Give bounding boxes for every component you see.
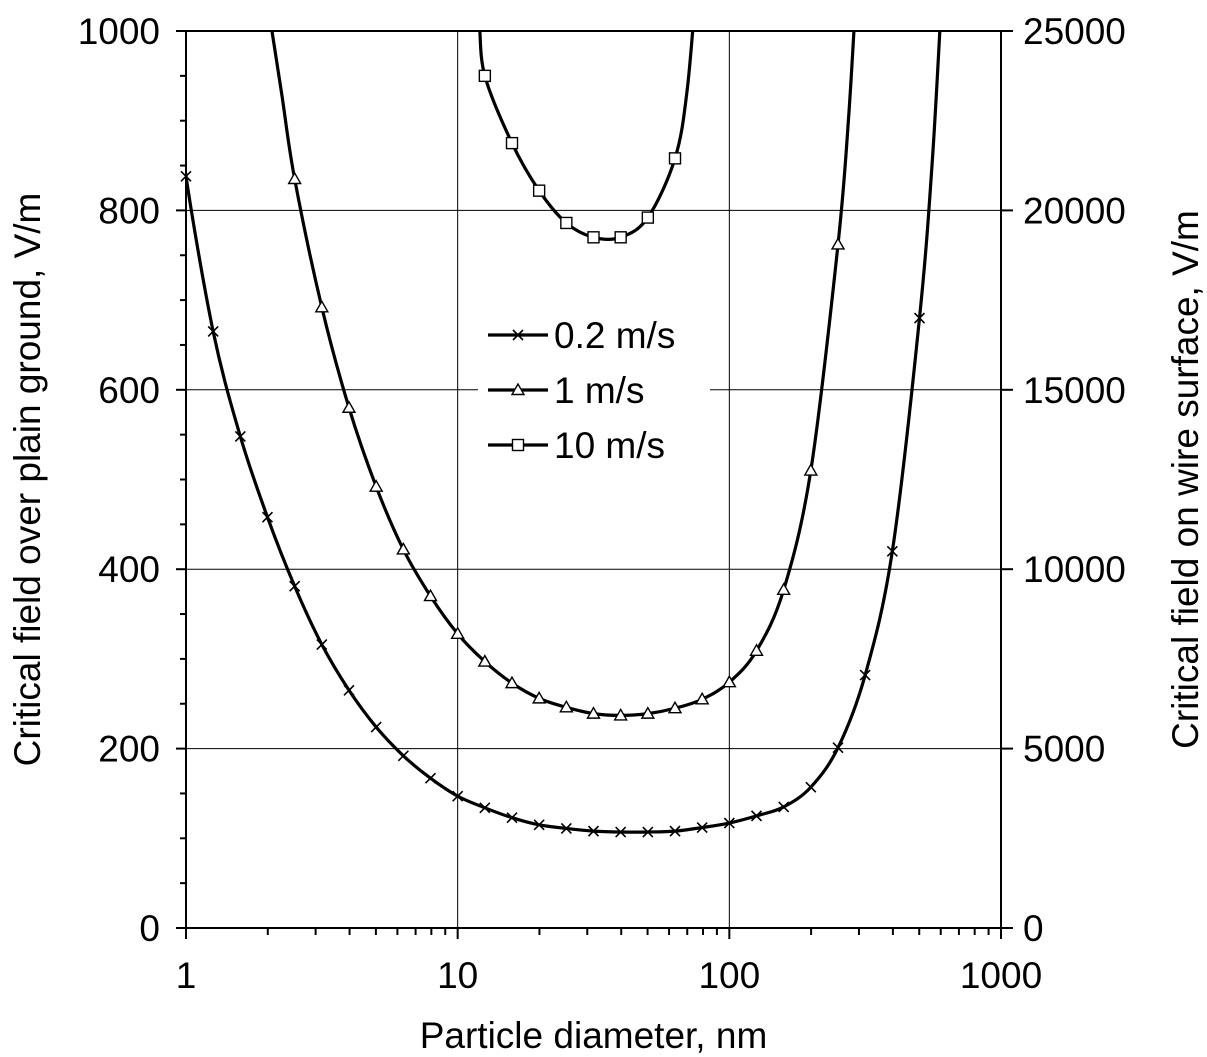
x-tick-label: 1000 <box>960 955 1042 996</box>
y-right-tick-label: 15000 <box>1023 370 1126 411</box>
series-2-point <box>287 171 302 185</box>
series-2-point <box>477 654 493 667</box>
series-2-point <box>559 699 574 713</box>
legend-label-3: 10 m/s <box>554 425 665 466</box>
legend-label-1: 0.2 m/s <box>554 315 675 356</box>
series-1-point <box>234 430 246 443</box>
series-1-point <box>778 801 790 813</box>
series-1-point <box>832 742 844 754</box>
series-line-1 <box>186 31 942 834</box>
series-1-point <box>696 821 708 834</box>
legend: 0.2 m/s 1 m/s 10 m/s <box>478 305 710 475</box>
series-2-point <box>396 542 411 555</box>
y-right-tick-label: 5000 <box>1023 729 1105 770</box>
series-2-point <box>830 237 846 250</box>
series-2-point <box>368 479 384 492</box>
series-3-point <box>505 136 519 150</box>
series-1-point <box>261 511 274 523</box>
markers <box>180 69 926 838</box>
series-2-point <box>450 626 465 639</box>
series-3-point <box>478 69 492 83</box>
legend-marker-3 <box>511 438 525 452</box>
series-1-point <box>316 638 328 651</box>
series-1-point <box>343 684 355 696</box>
series-2-point <box>314 299 330 313</box>
series-1-point <box>506 812 518 824</box>
series-1-point <box>533 819 545 831</box>
series-1-point <box>587 825 600 837</box>
series-3-point <box>614 231 627 244</box>
y-right-tick-label: 0 <box>1023 908 1044 949</box>
series-1-point <box>913 312 926 324</box>
series-3-point <box>641 211 655 224</box>
series-2-point <box>803 463 819 476</box>
series-1-point <box>370 721 382 733</box>
series-1-point <box>615 826 627 838</box>
series-2-point <box>341 400 357 413</box>
series-1-point <box>289 580 301 592</box>
y-tick-label: 600 <box>98 370 160 411</box>
y-right-tick-label: 10000 <box>1023 549 1126 590</box>
series-1-point <box>859 669 871 681</box>
legend-label-2: 1 m/s <box>554 370 644 411</box>
series-2-point <box>776 582 791 596</box>
y-right-axis-title: Critical field on wire surface, V/m <box>1165 210 1206 749</box>
x-tick-label: 10 <box>437 955 478 996</box>
legend-marker-2 <box>510 382 526 396</box>
ticks <box>176 30 1013 939</box>
series-2-point <box>722 674 737 688</box>
series-2-point <box>531 690 547 704</box>
series-1-point <box>424 772 437 784</box>
series-2-point <box>423 588 438 602</box>
y-tick-label: 1000 <box>78 11 160 52</box>
series-2-point <box>694 691 710 705</box>
series-1-point <box>479 802 491 814</box>
series-1-point <box>805 781 817 793</box>
x-tick-label: 1 <box>176 955 197 996</box>
series-1-point <box>397 750 409 762</box>
series-3-point <box>587 231 600 244</box>
series-2-point <box>613 708 628 721</box>
series-1-point <box>669 825 681 837</box>
series-1-point <box>207 325 219 338</box>
series-2-point <box>749 643 764 657</box>
series-1-point <box>560 822 572 834</box>
y-tick-label: 200 <box>98 729 160 770</box>
series-2-point <box>640 706 656 719</box>
series-1-point <box>723 817 735 829</box>
y-tick-label: 800 <box>98 190 160 231</box>
y-tick-label: 400 <box>98 549 160 590</box>
tick-labels: 1 10 100 1000020040060080010000500010000150… <box>78 11 1126 996</box>
series-3-point <box>560 216 573 230</box>
y-axis-title: Critical field over plain ground, V/m <box>7 193 48 767</box>
series-2-point <box>586 706 601 719</box>
series-3-point <box>532 184 546 197</box>
x-tick-label: 100 <box>698 955 760 996</box>
series-1-point <box>886 545 898 557</box>
series-1-point <box>642 826 654 838</box>
legend-marker-1 <box>512 329 524 341</box>
series-1-point <box>750 810 763 822</box>
y-tick-label: 0 <box>139 908 160 949</box>
series-2-point <box>667 700 683 714</box>
y-right-tick-label: 20000 <box>1023 190 1126 231</box>
series-1-point <box>452 790 464 802</box>
y-right-tick-label: 25000 <box>1023 11 1126 52</box>
series-3-point <box>668 152 682 165</box>
series-2-point <box>504 675 520 689</box>
x-axis-title: Particle diameter, nm <box>420 1015 768 1056</box>
